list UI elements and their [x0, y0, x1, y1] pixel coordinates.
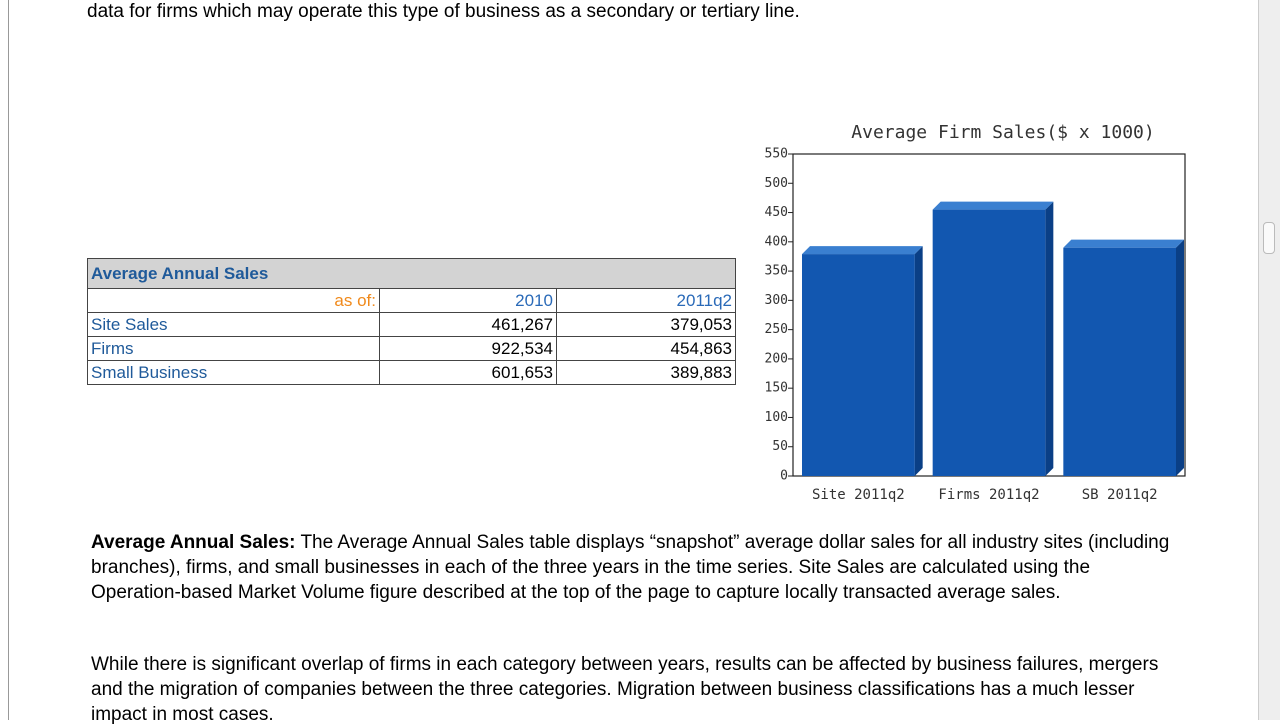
chart: Average Firm Sales($ x 1000) 0 50 100 150 20…	[765, 122, 1186, 503]
x-tick-label: SB 2011q2	[1082, 487, 1158, 503]
y-tick-label: 150	[765, 381, 788, 396]
y-tick-label: 250	[765, 322, 788, 337]
table-body: Site Sales 461,267 379,053 Firms 922,534 454,…	[87, 312, 736, 385]
paragraph-text: The Average Annual Sales table displays …	[91, 532, 1170, 603]
y-tick-label: 500	[765, 176, 788, 191]
table-row: Firms 922,534 454,863	[87, 336, 736, 361]
bar-side	[914, 246, 923, 476]
table-cell: 379,053	[556, 312, 736, 337]
bar	[932, 201, 1054, 477]
bar	[1063, 239, 1184, 476]
header-cell: 2011q2	[556, 288, 736, 313]
y-tick-label: 300	[765, 293, 788, 308]
bar-side	[1176, 239, 1184, 476]
y-tick-label: 400	[765, 234, 788, 249]
table-row: Small Business 601,653 389,883	[87, 360, 736, 385]
bar-side	[1045, 201, 1054, 477]
bar-top	[1063, 239, 1184, 248]
paragraph: While there is significant overlap of fi…	[91, 652, 1181, 727]
frame-border	[8, 0, 9, 720]
row-label: Small Business	[87, 360, 380, 385]
header-cell: 2010	[379, 288, 557, 313]
chart-title: Average Firm Sales($ x 1000)	[851, 122, 1154, 143]
table-header-row: as of: 2010 2011q2	[87, 288, 736, 313]
y-tick-label: 100	[765, 410, 788, 425]
x-tick-label: Site 2011q2	[812, 487, 905, 503]
paragraph-lead: Average Annual Sales:	[91, 532, 296, 553]
scrollbar[interactable]	[1258, 0, 1280, 720]
bar-front	[1063, 247, 1176, 476]
table-cell: 389,883	[556, 360, 736, 385]
table-title-row: Average Annual Sales	[87, 258, 736, 289]
x-tick-label: Firms 2011q2	[938, 487, 1039, 503]
table-cell: 454,863	[556, 336, 736, 361]
table-cell: 922,534	[379, 336, 557, 361]
bar-top	[932, 201, 1054, 210]
bar-front	[932, 209, 1046, 477]
y-tick-label: 350	[765, 264, 788, 279]
table-cell: 461,267	[379, 312, 557, 337]
table-row: Site Sales 461,267 379,053	[87, 312, 736, 337]
y-tick-label: 200	[765, 351, 788, 366]
bar-front	[802, 254, 915, 476]
y-tick-label: 50	[772, 439, 788, 454]
paragraph-text: While there is significant overlap of fi…	[91, 654, 1159, 725]
bar-top	[802, 246, 923, 255]
y-tick-label: 0	[780, 469, 788, 484]
paragraph: Average Annual Sales: The Average Annual…	[91, 530, 1181, 605]
table-cell: 601,653	[379, 360, 557, 385]
row-label: Site Sales	[87, 312, 380, 337]
header-cell: as of:	[87, 288, 380, 313]
y-tick-label: 550	[765, 147, 788, 162]
intro-text: data for firms which may operate this ty…	[87, 1, 800, 22]
sales-table: Average Annual Sales as of: 2010 2011q2 …	[87, 258, 736, 385]
scrollbar-thumb[interactable]	[1263, 222, 1275, 254]
table-title: Average Annual Sales	[87, 258, 736, 289]
y-tick-label: 450	[765, 205, 788, 220]
bar	[802, 246, 923, 476]
row-label: Firms	[87, 336, 380, 361]
